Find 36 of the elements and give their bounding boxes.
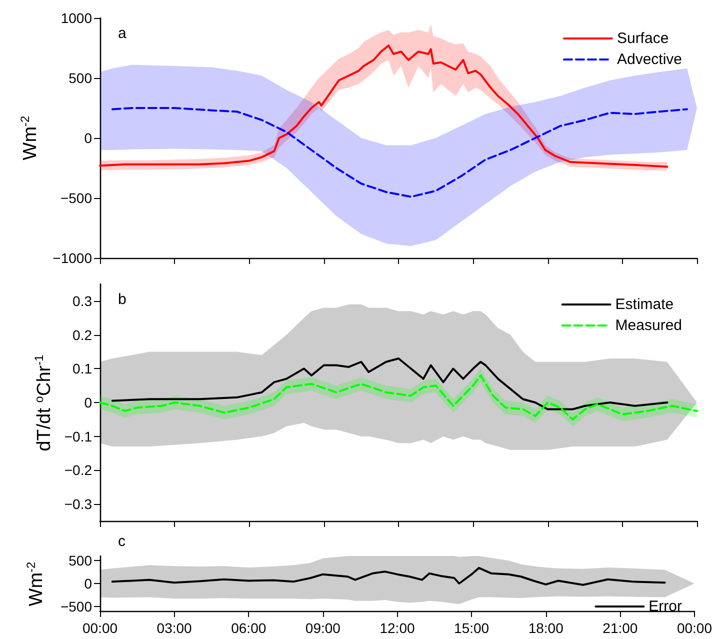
y-tick-label: 0 [84,130,92,146]
x-tick-label: 15:00 [454,620,490,636]
y-tick-label: 500 [68,70,92,86]
y-tick-label: 1000 [60,10,92,26]
x-tick-label: 00:00 [82,620,118,636]
y-tick-label: 0 [84,576,92,592]
legend-label: Estimate [615,296,674,313]
y-tick-label: −1000 [52,250,92,266]
line-series [111,107,688,198]
line-series [111,357,668,410]
y-tick-label: −0.2 [64,462,92,478]
x-tick-label: 18:00 [528,620,564,636]
x-tick-label: 03:00 [156,620,192,636]
text: c [118,533,126,550]
legend-label: Surface [616,30,669,47]
x-tick-label: 06:00 [231,620,266,636]
annotation: a [118,25,127,42]
x-tick-label: 12:00 [380,620,415,636]
y-tick-label: −500 [60,190,92,206]
annotation: b [118,291,126,308]
y-tick-label: −0.1 [64,428,92,444]
legend-label: Measured [615,317,682,334]
y-tick-label: 500 [68,552,92,569]
line-series [111,566,666,586]
y-tick-label: 0.3 [72,292,92,309]
y-tick-label: 0.1 [72,360,92,377]
line-series [99,374,698,420]
y-tick-label: −500 [60,598,92,614]
x-tick-label: 21:00 [602,620,638,636]
x-tick-label: 00:00 [676,620,712,636]
x-tick-label: 09:00 [305,620,341,636]
y-tick-label: −0.3 [64,496,92,512]
legend-label: Error [648,598,682,615]
y-tick-label: 0 [84,394,92,410]
legend-label: Advective [616,51,682,68]
y-tick-label: 0.2 [72,326,92,343]
